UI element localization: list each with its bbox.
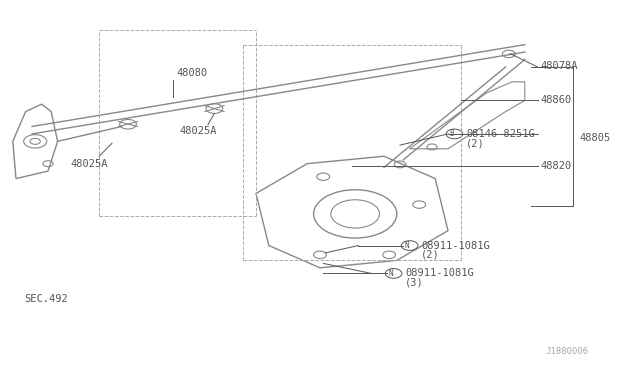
Text: (3): (3) [405, 278, 424, 287]
Text: (2): (2) [421, 250, 440, 259]
Text: B: B [449, 129, 454, 138]
Text: (2): (2) [466, 138, 484, 148]
Text: 48025A: 48025A [70, 160, 108, 169]
Text: 48078A: 48078A [541, 61, 579, 71]
Text: 48080: 48080 [176, 68, 207, 78]
Text: N: N [404, 241, 410, 250]
Text: 48025A: 48025A [179, 126, 217, 136]
Text: 48860: 48860 [541, 96, 572, 105]
Text: J1880006: J1880006 [546, 347, 589, 356]
Text: 08911-1081G: 08911-1081G [405, 269, 474, 278]
Text: 08911-1081G: 08911-1081G [421, 241, 490, 250]
Text: N: N [388, 269, 394, 278]
Text: SEC.492: SEC.492 [24, 295, 68, 304]
Text: 48820: 48820 [541, 161, 572, 170]
Text: 48805: 48805 [579, 133, 611, 142]
Text: 08146-8251G: 08146-8251G [466, 129, 534, 139]
